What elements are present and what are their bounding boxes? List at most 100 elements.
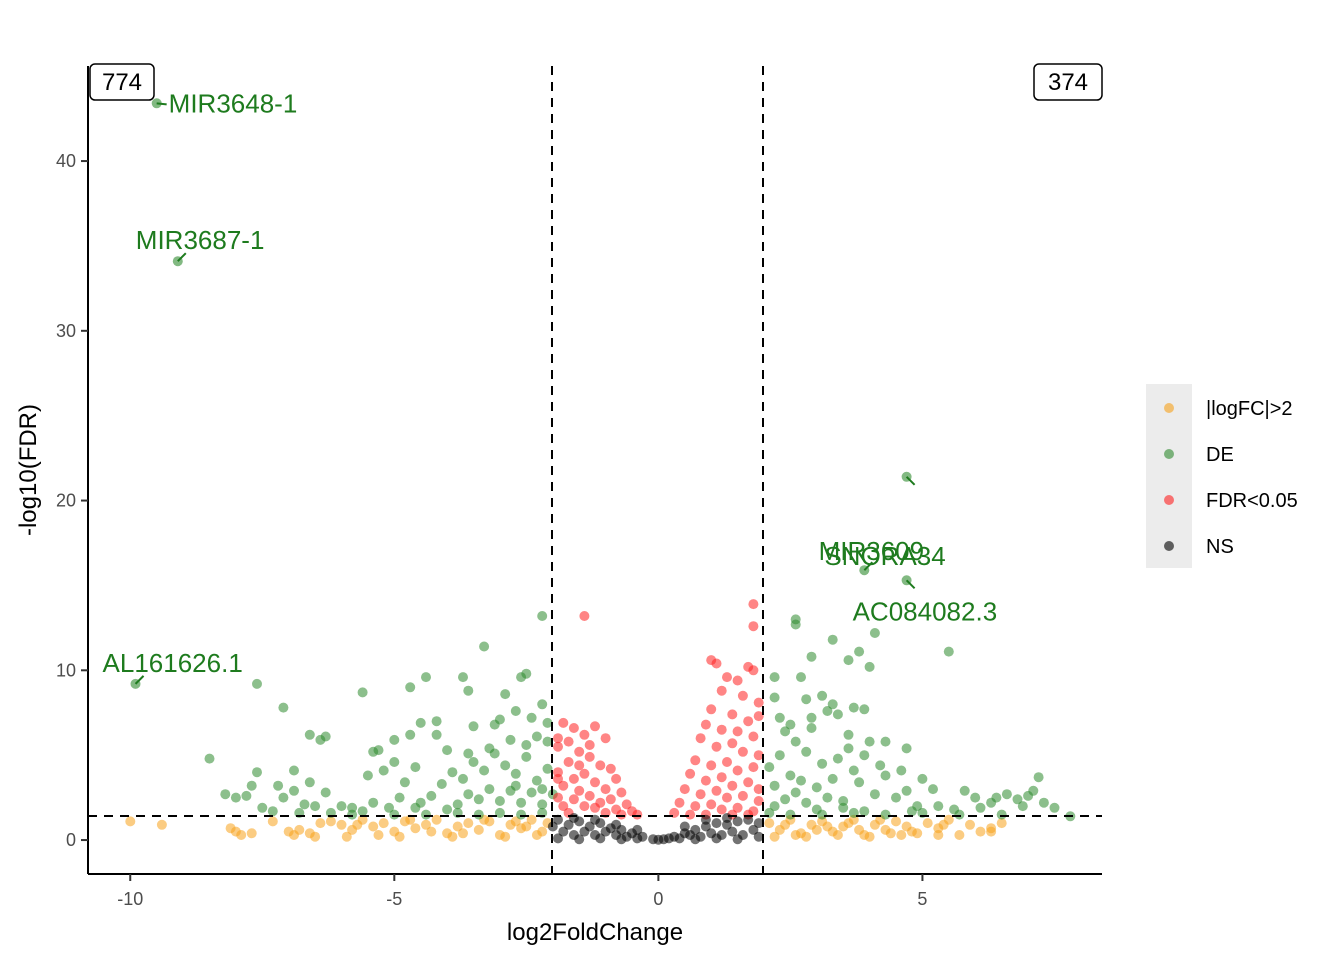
point-fdr <box>685 768 696 779</box>
point-de <box>827 634 838 645</box>
point-logfc <box>426 826 437 837</box>
point-de <box>537 799 548 810</box>
point-de <box>785 719 796 730</box>
point-de <box>389 757 400 767</box>
point-de <box>289 785 299 796</box>
point-de <box>1001 789 1012 800</box>
point-logfc <box>410 823 421 834</box>
point-logfc <box>294 824 305 835</box>
point-de <box>526 712 537 723</box>
point-fdr <box>695 789 706 800</box>
gene-label-leader <box>156 102 167 106</box>
point-de <box>880 770 891 781</box>
point-ns <box>722 813 732 823</box>
point-fdr <box>722 792 732 803</box>
point-de <box>384 802 394 813</box>
point-fdr <box>732 726 743 737</box>
point-fdr <box>595 760 606 771</box>
point-de <box>901 743 912 754</box>
point-logfc <box>125 816 136 827</box>
point-fdr <box>600 784 611 795</box>
point-fdr <box>711 741 722 752</box>
point-logfc <box>447 831 458 842</box>
point-fdr <box>579 729 590 740</box>
point-de <box>537 699 548 710</box>
point-fdr <box>558 801 569 812</box>
y-tick-label: 20 <box>56 491 76 511</box>
point-fdr <box>727 738 738 749</box>
point-logfc <box>336 819 347 830</box>
point-fdr <box>700 775 711 786</box>
x-tick-label: -10 <box>117 889 143 909</box>
y-tick-label: 40 <box>56 151 76 171</box>
point-logfc <box>531 830 542 840</box>
point-de <box>869 789 880 800</box>
x-ticks: -10 -5 0 5 <box>117 874 927 909</box>
point-de <box>336 801 347 812</box>
point-de <box>806 651 817 662</box>
point-fdr <box>700 719 711 730</box>
gene-label: MIR3609 <box>819 536 925 566</box>
point-de <box>801 797 812 808</box>
point-fdr <box>568 723 579 733</box>
point-de <box>378 765 389 776</box>
point-de <box>368 797 379 808</box>
point-de <box>996 809 1007 820</box>
point-fdr <box>737 690 748 701</box>
y-ticks: 0 10 20 30 40 <box>56 151 88 850</box>
point-fdr <box>732 802 743 813</box>
point-de <box>864 736 875 747</box>
point-de <box>468 721 479 732</box>
point-fdr <box>568 794 579 805</box>
gene-label-leader <box>905 476 916 486</box>
point-logfc <box>458 828 468 839</box>
point-ns <box>600 826 611 837</box>
point-de <box>357 806 368 817</box>
point-logfc <box>473 824 484 835</box>
point-ns <box>748 824 759 835</box>
gene-label-leader <box>905 579 916 590</box>
point-de <box>531 731 542 742</box>
point-de <box>764 762 775 773</box>
point-de <box>843 743 854 754</box>
point-de <box>436 779 447 789</box>
point-de <box>859 704 870 715</box>
point-de <box>362 770 373 781</box>
point-de <box>405 729 416 740</box>
point-de <box>943 646 954 657</box>
point-de <box>891 792 901 803</box>
point-de <box>299 799 310 810</box>
point-logfc <box>896 830 907 840</box>
point-de <box>769 780 780 791</box>
point-fdr <box>611 773 622 784</box>
point-fdr <box>706 799 717 810</box>
point-ns <box>595 833 606 844</box>
point-de <box>875 760 886 771</box>
point-de <box>769 692 780 703</box>
point-fdr <box>753 796 764 806</box>
point-fdr <box>584 790 595 801</box>
point-de <box>790 787 801 798</box>
point-de <box>494 807 505 818</box>
point-de <box>1049 802 1060 813</box>
point-de <box>521 751 532 762</box>
gene-label: SNORA34 <box>824 541 945 571</box>
gene-label-leader <box>177 252 187 262</box>
point-de <box>510 780 521 791</box>
point-fdr <box>584 740 595 750</box>
point-de <box>357 687 368 698</box>
point-fdr <box>737 746 748 757</box>
point-de <box>933 801 944 812</box>
point-logfc <box>965 819 975 830</box>
point-de <box>843 655 854 666</box>
point-fdr <box>748 599 759 610</box>
point-de <box>389 809 400 820</box>
point-fdr <box>737 790 748 801</box>
point-ns <box>743 814 754 825</box>
point-de <box>278 702 289 713</box>
point-fdr <box>722 672 732 683</box>
point-de <box>880 809 891 820</box>
up-count-label: 374 <box>1048 69 1088 96</box>
point-fdr <box>574 746 585 757</box>
point-de <box>505 734 516 745</box>
